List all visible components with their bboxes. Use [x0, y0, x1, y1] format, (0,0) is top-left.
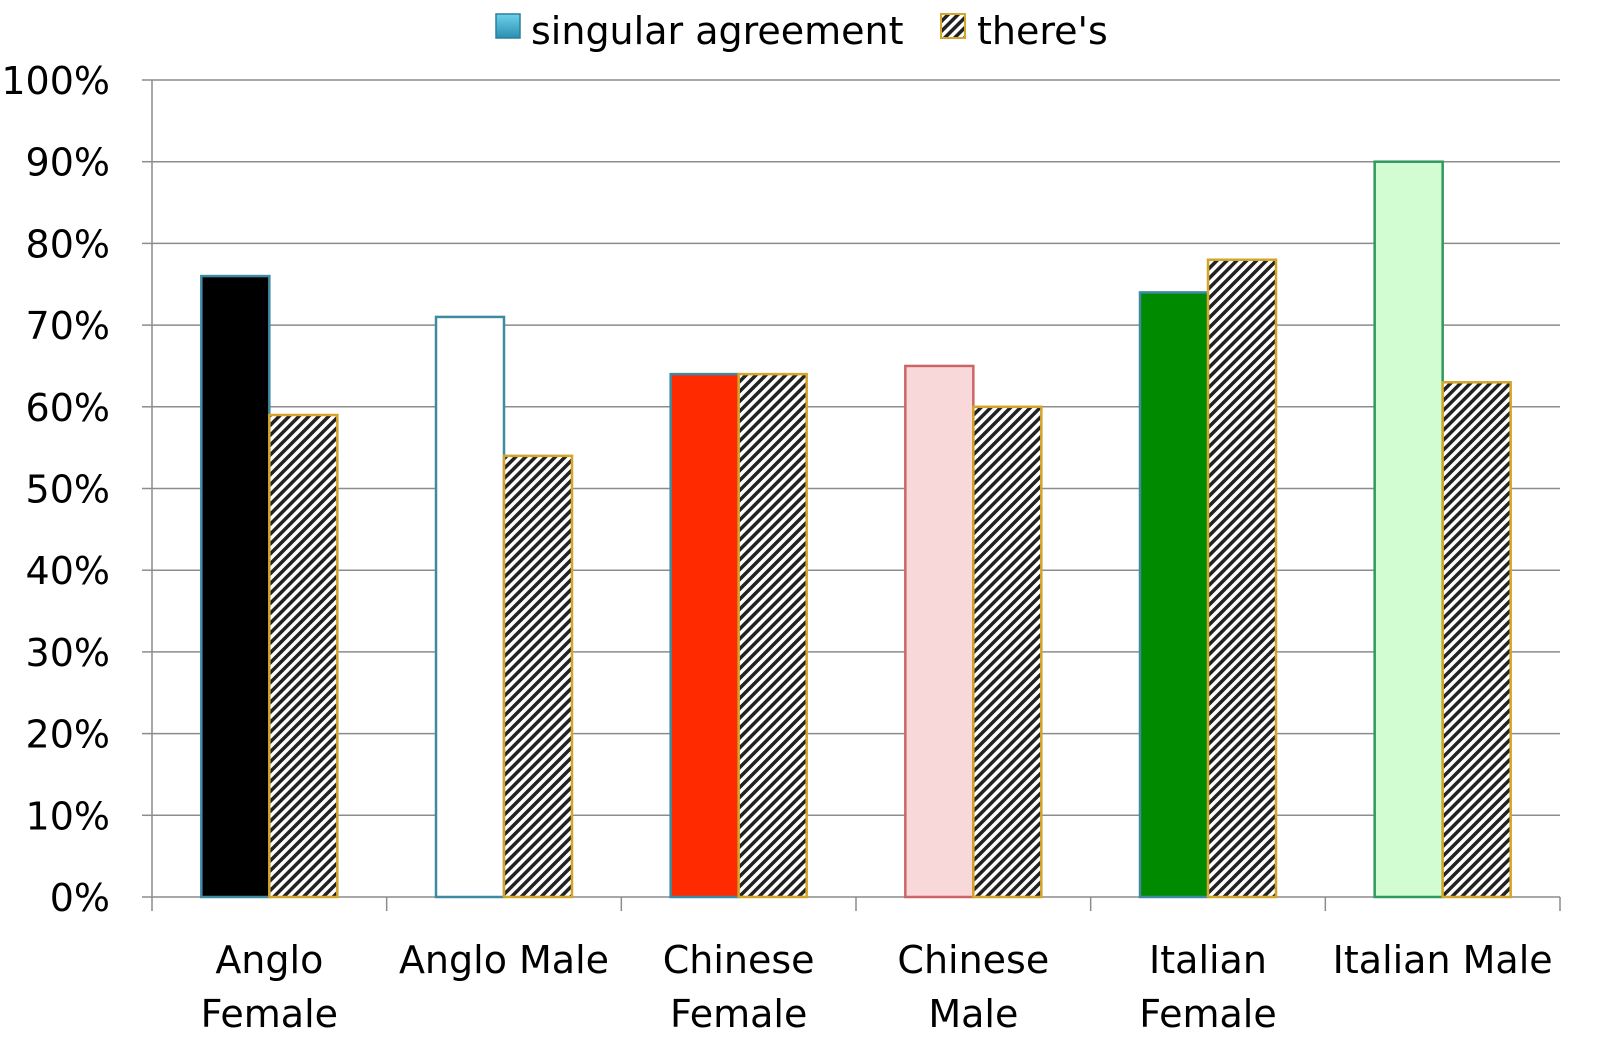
- legend-swatch-singular-agreement: [495, 13, 521, 39]
- bar-singular-agreement: [669, 372, 740, 899]
- axes: [151, 80, 1561, 911]
- y-tick-label: 10%: [26, 794, 110, 838]
- legend: singular agreement there's: [495, 9, 1108, 53]
- bar-singular-agreement: [1138, 291, 1210, 899]
- y-tick-labels: 0% 10% 20% 30% 40% 50% 60% 70% 80% 90% 100%: [1, 59, 110, 920]
- y-tick-label: 70%: [26, 304, 110, 348]
- bar-theres: [737, 372, 808, 899]
- bars: [200, 160, 1512, 899]
- x-category-label: Italian Female: [1139, 938, 1276, 1036]
- y-tick-label: 100%: [1, 59, 110, 103]
- x-category-labels: Anglo Female Anglo Male Chinese Female Chines…: [201, 938, 1553, 1036]
- y-tick-label: 90%: [26, 141, 110, 185]
- y-tick-label: 80%: [26, 222, 110, 266]
- bar-theres: [1206, 258, 1278, 899]
- x-category-label: Anglo Female: [201, 938, 338, 1036]
- legend-label-theres: there's: [977, 9, 1108, 53]
- legend-swatch-theres: [940, 13, 966, 39]
- bar-singular-agreement: [1373, 160, 1444, 899]
- y-tick-label: 20%: [26, 713, 110, 757]
- y-tick-label: 60%: [26, 386, 110, 430]
- bar-theres: [972, 405, 1043, 899]
- x-category-label: Anglo Male: [399, 938, 609, 982]
- bar-theres: [502, 454, 574, 899]
- bar-singular-agreement: [904, 364, 975, 899]
- bar-singular-agreement: [200, 274, 271, 899]
- x-category-label: Chinese Male: [897, 938, 1049, 1036]
- y-tick-label: 40%: [26, 549, 110, 593]
- bar-theres: [268, 413, 339, 899]
- bar-singular-agreement: [434, 315, 506, 899]
- gridlines: [142, 79, 1560, 898]
- x-category-label: Chinese Female: [663, 938, 815, 1036]
- legend-label-singular-agreement: singular agreement: [531, 9, 904, 53]
- bar-theres: [1441, 381, 1512, 899]
- y-tick-label: 30%: [26, 631, 110, 675]
- y-tick-label: 0%: [50, 876, 110, 920]
- x-category-label: Italian Male: [1333, 938, 1553, 982]
- y-tick-label: 50%: [26, 468, 110, 512]
